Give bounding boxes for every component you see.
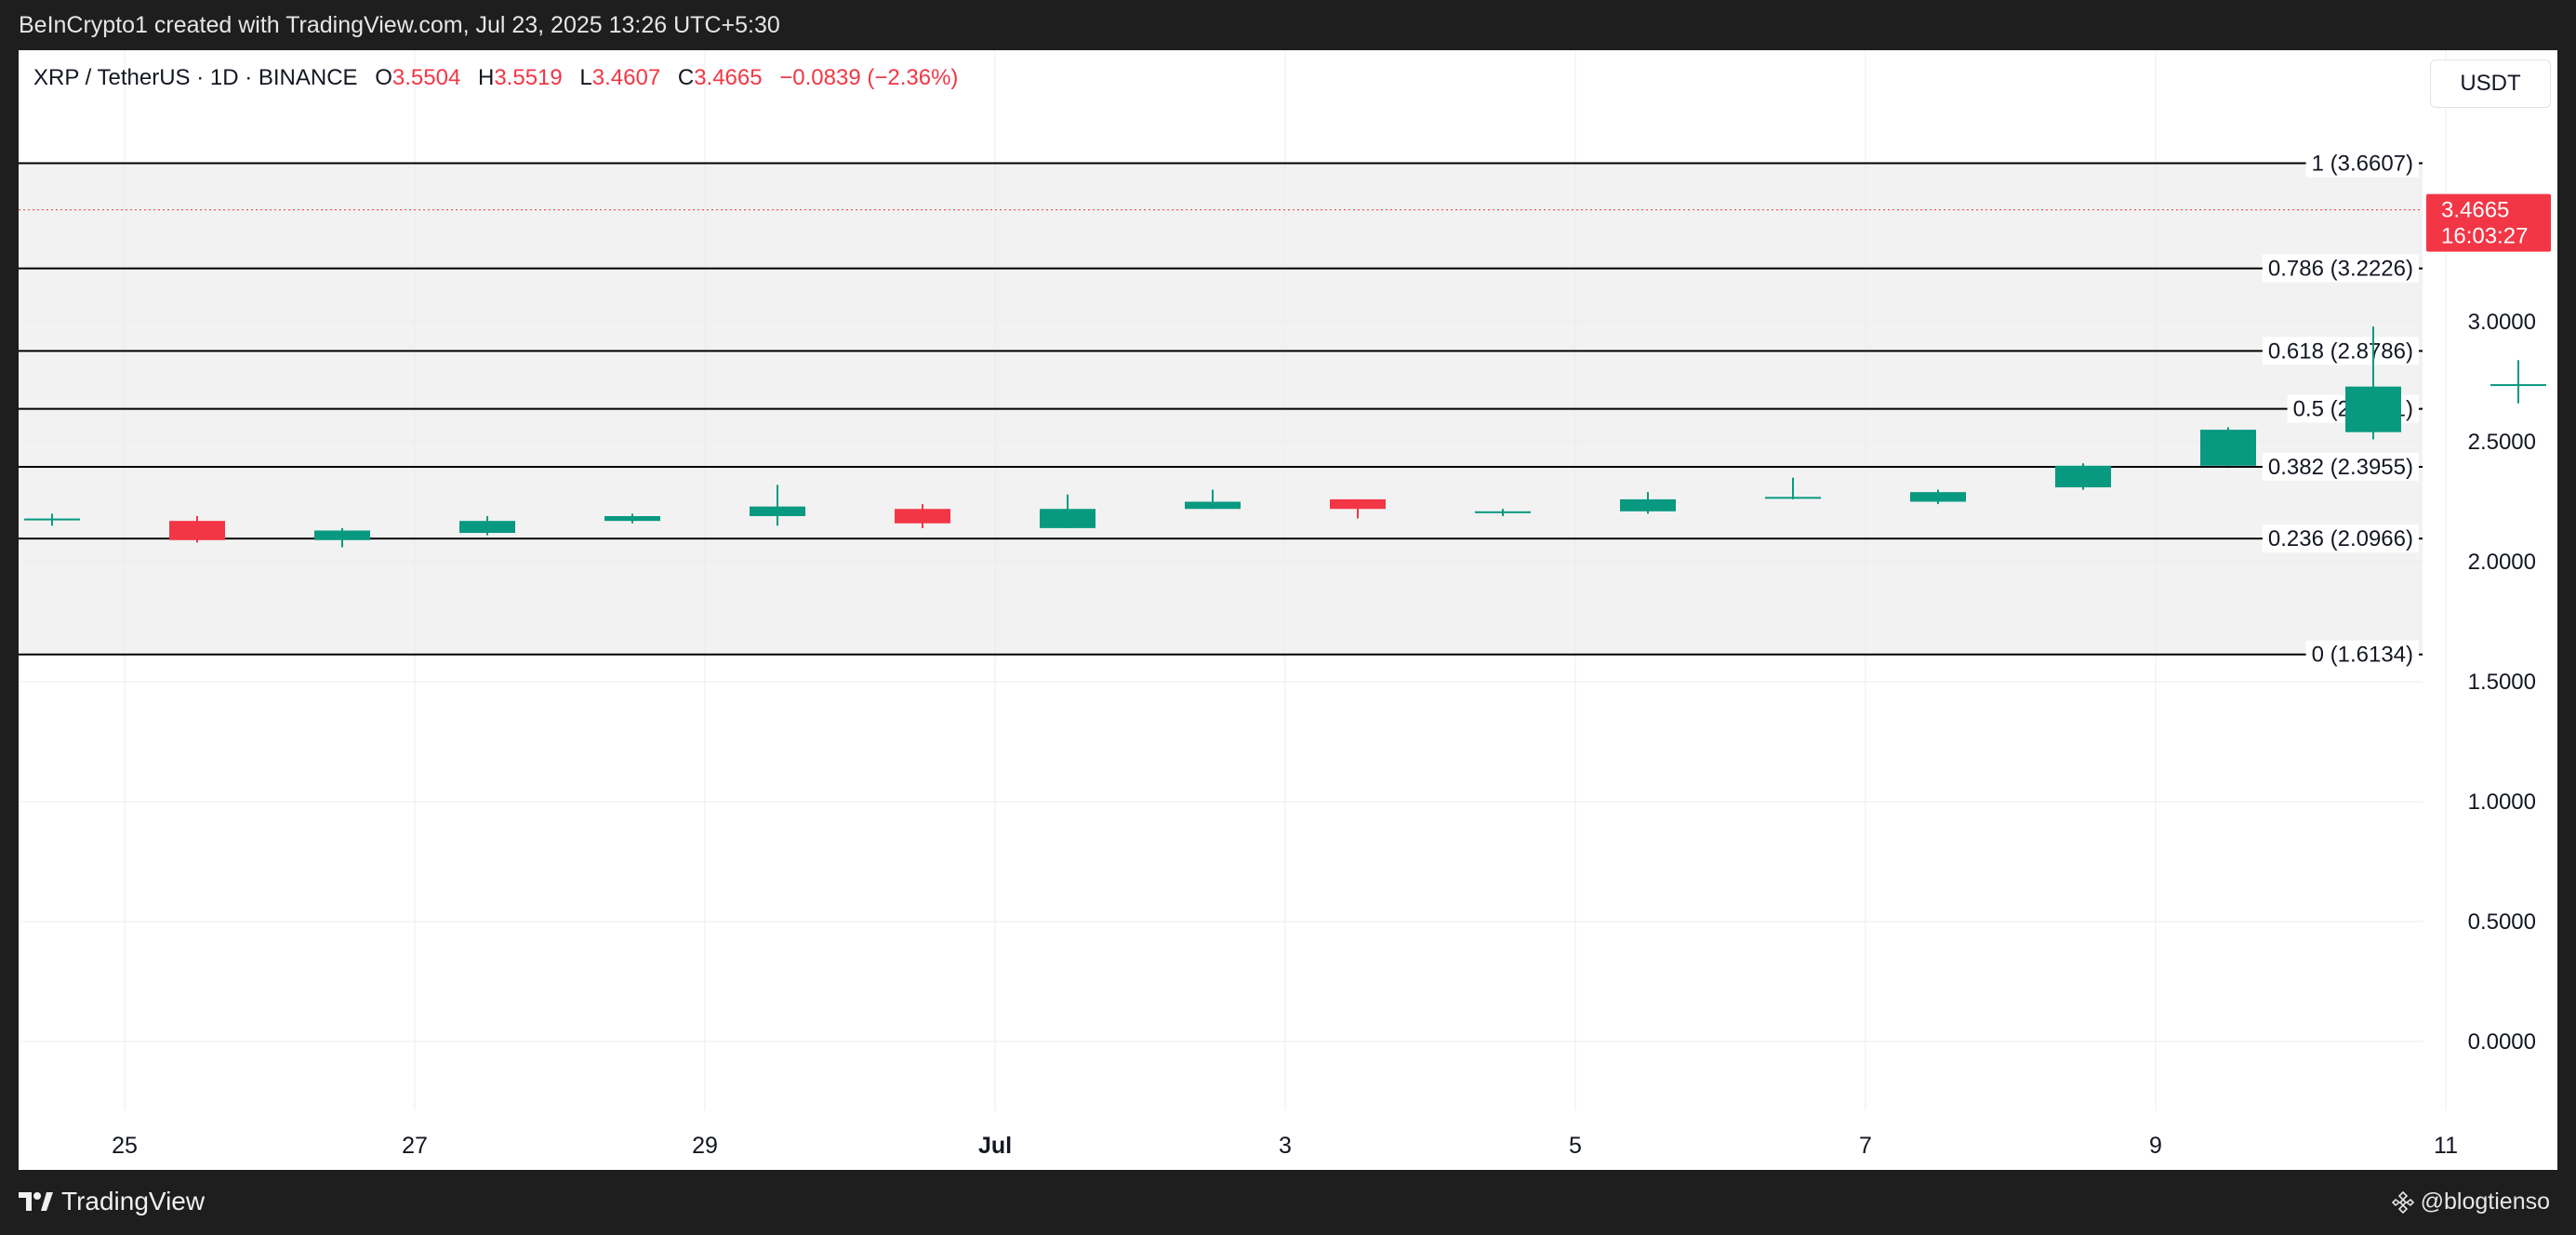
candle-body — [1330, 498, 1386, 510]
candle-body — [1475, 511, 1531, 513]
fib-band — [19, 538, 2423, 655]
fib-level-label: 1 (3.6607) — [2312, 152, 2413, 177]
candle — [2200, 427, 2256, 466]
fib-level-label: 0.382 (2.3955) — [2268, 455, 2413, 480]
candle-body — [895, 509, 950, 524]
fib-band — [19, 351, 2423, 409]
candle — [459, 515, 515, 536]
candle — [1910, 489, 1966, 505]
x-axis-tick-label: 3 — [1279, 1133, 1292, 1159]
candle — [1620, 492, 1676, 514]
x-axis-tick-label: 5 — [1569, 1133, 1582, 1159]
candle — [2345, 326, 2401, 440]
candle — [1330, 498, 1386, 519]
candle — [604, 513, 660, 524]
candle-body — [459, 521, 515, 534]
candle-body — [2055, 465, 2111, 488]
bar-countdown: 16:03:27 — [2441, 224, 2528, 249]
tradingview-logo[interactable]: TradingView — [17, 1187, 205, 1216]
y-axis-tick-label: 3.0000 — [2468, 310, 2536, 335]
y-axis-tick-label: 0.5000 — [2468, 910, 2536, 935]
candle-body — [2490, 384, 2546, 387]
candle-body — [750, 506, 805, 516]
candle-body — [1040, 509, 1095, 528]
candle — [2055, 463, 2111, 490]
open-label: O — [375, 65, 392, 90]
candle-body — [1185, 501, 1241, 510]
candle — [1765, 477, 1821, 499]
fib-band — [19, 408, 2423, 467]
fib-band — [19, 268, 2423, 352]
candle-body — [2345, 386, 2401, 432]
tradingview-logo-icon — [19, 1192, 53, 1211]
change-value: −0.0839 (−2.36%) — [779, 65, 959, 90]
chart-panel[interactable]: XRP / TetherUS · 1D · BINANCE O3.5504 H3… — [19, 50, 2557, 1170]
fib-label-background — [2262, 254, 2419, 283]
symbol-title[interactable]: XRP / TetherUS · 1D · BINANCE — [33, 65, 358, 90]
fib-band — [19, 163, 2423, 269]
low-label: L — [579, 65, 592, 90]
watermark-text: @blogtienso — [2420, 1189, 2550, 1215]
candle — [169, 515, 225, 543]
candle-body — [24, 518, 80, 521]
open-value: 3.5504 — [392, 65, 461, 90]
chart-attribution-bar: BeInCrypto1 created with TradingView.com… — [0, 0, 2576, 50]
x-axis-tick-label: 9 — [2149, 1133, 2162, 1159]
candle-body — [1910, 492, 1966, 502]
candle — [1040, 494, 1095, 528]
x-axis-tick-label: 27 — [402, 1133, 428, 1159]
candle — [1475, 509, 1531, 516]
binance-diamond-icon — [2391, 1190, 2414, 1214]
candle-body — [169, 521, 225, 540]
x-axis-tick-label: Jul — [978, 1133, 1012, 1159]
high-value: 3.5519 — [494, 65, 563, 90]
x-axis-tick-label: 25 — [112, 1133, 138, 1159]
candle-body — [1620, 498, 1676, 511]
y-axis-tick-label: 0.0000 — [2468, 1029, 2536, 1055]
footer-bar: TradingView @blogtienso — [0, 1170, 2576, 1235]
candle-body — [314, 530, 370, 540]
x-axis-tick-label: 7 — [1859, 1133, 1872, 1159]
fib-level-label: 0.236 (2.0966) — [2268, 526, 2413, 551]
candle — [314, 527, 370, 548]
currency-selector[interactable]: USDT — [2430, 60, 2551, 108]
x-axis-tick-label: 11 — [2434, 1133, 2458, 1159]
fib-label-background — [2262, 452, 2419, 481]
candle-body — [1765, 497, 1821, 499]
close-value: 3.4665 — [694, 65, 763, 90]
symbol-legend: XRP / TetherUS · 1D · BINANCE O3.5504 H3… — [33, 65, 958, 91]
high-label: H — [477, 65, 495, 90]
last-price-value: 3.4665 — [2441, 198, 2509, 223]
candle — [24, 513, 80, 526]
fib-label-background — [2262, 525, 2419, 553]
x-axis-tick-label: 29 — [692, 1133, 718, 1159]
fib-level-label: 0.786 (3.2226) — [2268, 257, 2413, 282]
watermark: @blogtienso — [2391, 1189, 2550, 1215]
y-axis-tick-label: 1.0000 — [2468, 790, 2536, 815]
attribution-text: BeInCrypto1 created with TradingView.com… — [19, 12, 780, 38]
tradingview-brand: TradingView — [61, 1187, 206, 1215]
candle — [895, 504, 950, 528]
candle — [750, 485, 805, 526]
y-axis-tick-label: 1.5000 — [2468, 670, 2536, 695]
close-label: C — [677, 65, 695, 90]
low-value: 3.4607 — [591, 65, 661, 90]
fib-label-background — [2305, 149, 2419, 178]
y-axis-tick-label: 2.0000 — [2468, 550, 2536, 575]
last-price-tag — [2426, 193, 2551, 252]
fib-level-label: 0.618 (2.8786) — [2268, 339, 2413, 364]
price-chart[interactable]: 1 (3.6607) 0.786 (3.2226) 0.618 (2.8786) 0.… — [19, 50, 2557, 1170]
y-axis-tick-label: 2.5000 — [2468, 430, 2536, 455]
candle — [1185, 489, 1241, 510]
fib-level-label: 0 (1.6134) — [2312, 643, 2413, 668]
candle-body — [604, 515, 660, 522]
candle — [2490, 360, 2546, 404]
fib-label-background — [2305, 640, 2419, 669]
fib-label-background — [2262, 337, 2419, 365]
candle-body — [2200, 430, 2256, 466]
